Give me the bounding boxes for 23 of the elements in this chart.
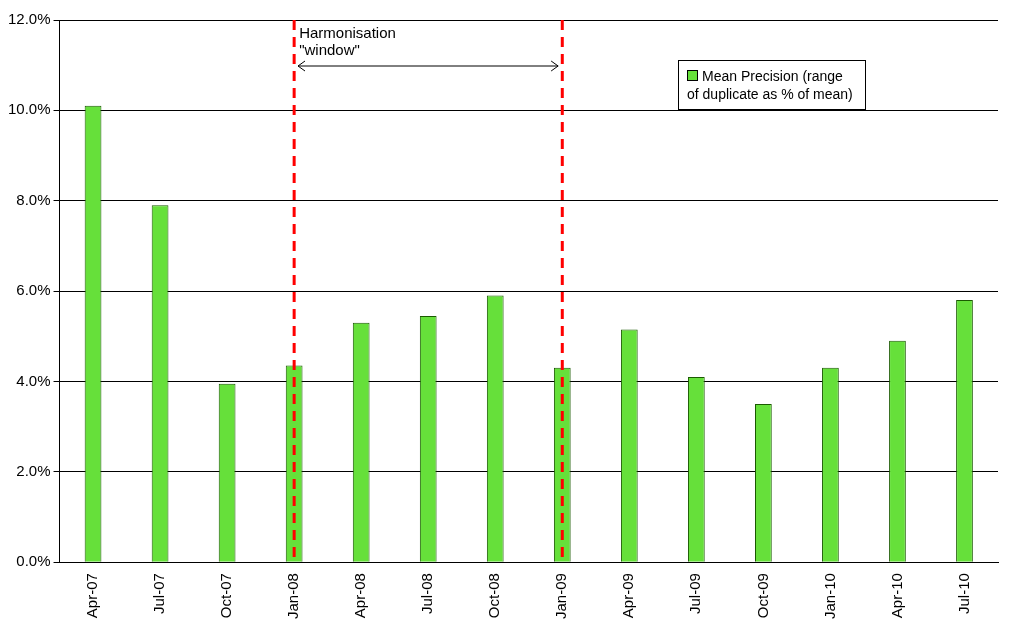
x-tick-label: Jul-09: [686, 573, 704, 614]
x-tick-label: Jan-09: [552, 573, 570, 620]
x-tick-label: Apr-10: [887, 573, 905, 619]
y-tick-label: 10.0%: [7, 100, 51, 118]
x-tick-label: Jul-07: [150, 573, 168, 614]
x-tick-label: Jul-08: [418, 573, 436, 614]
x-tick-label: Apr-09: [619, 573, 637, 619]
y-tick-label: 0.0%: [16, 552, 51, 570]
legend-label: Mean Precision (range of duplicate as % of mean): [687, 67, 854, 103]
annotation: Harmonisation "window": [299, 24, 396, 58]
x-tick-label: Oct-08: [485, 573, 503, 619]
y-tick-label: 8.0%: [16, 190, 51, 208]
x-tick-label: Oct-07: [217, 573, 235, 619]
x-tick-label: Oct-09: [753, 573, 771, 619]
x-tick-label: Apr-07: [83, 573, 101, 619]
y-tick-label: 4.0%: [16, 371, 51, 389]
x-tick-label: Jul-10: [954, 573, 972, 614]
y-tick-label: 2.0%: [16, 461, 51, 479]
y-tick-label: 6.0%: [16, 281, 51, 299]
x-tick-label: Jan-08: [284, 573, 302, 620]
x-tick-label: Apr-08: [351, 573, 369, 619]
y-tick-label: 12.0%: [7, 10, 51, 28]
x-tick-label: Jan-10: [820, 573, 838, 620]
